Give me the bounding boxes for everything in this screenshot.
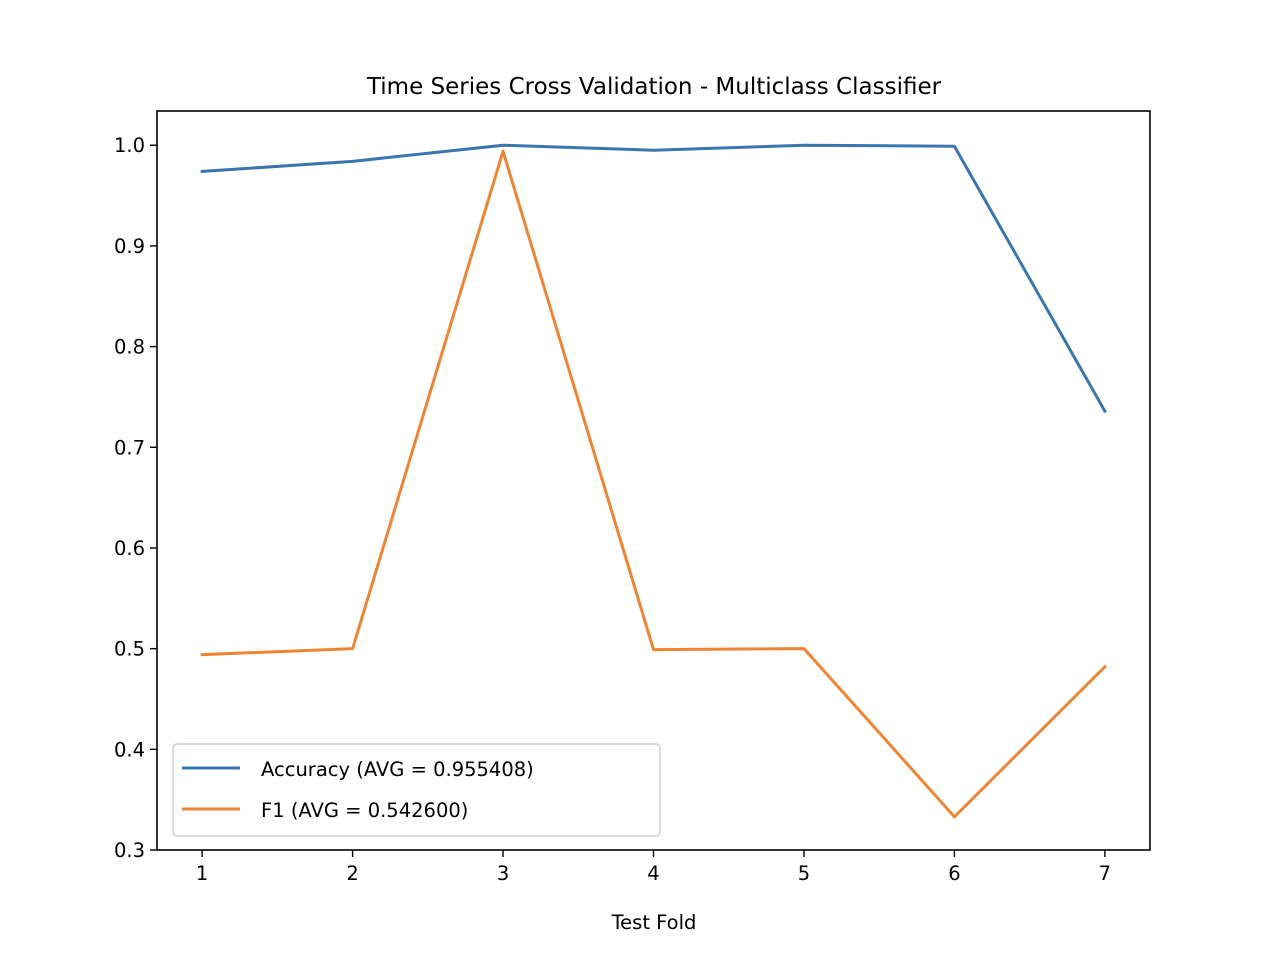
x-tick-label: 7 [1099,862,1111,885]
y-tick-label: 0.5 [114,638,145,661]
x-tick-label: 1 [196,862,208,885]
legend-box [172,743,661,837]
x-tick-label: 4 [647,862,659,885]
series-line-f1 [200,149,1107,819]
y-axis-ticks: 0.3 0.4 0.5 0.6 0.7 0.8 0.9 1.0 [114,134,157,862]
x-axis-ticks: 1 2 3 4 5 6 7 [196,850,1111,885]
legend-label-f1: F1 (AVG = 0.542600) [261,799,468,822]
legend: Accuracy (AVG = 0.955408) F1 (AVG = 0.54… [172,743,661,837]
y-tick-label: 0.3 [114,839,145,862]
y-tick-label: 0.8 [114,336,145,359]
x-tick-label: 3 [497,862,509,885]
x-tick-label: 2 [346,862,358,885]
series-layer [200,143,1107,819]
x-axis-label: Test Fold [611,911,697,934]
y-tick-label: 0.7 [114,436,145,459]
x-tick-label: 5 [798,862,810,885]
y-tick-label: 0.6 [114,537,145,560]
x-tick-label: 6 [948,862,960,885]
y-tick-label: 0.9 [114,235,145,258]
series-line-accuracy [200,143,1107,414]
chart-title: Time Series Cross Validation - Multiclas… [366,74,942,100]
legend-label-accuracy: Accuracy (AVG = 0.955408) [261,758,534,781]
y-tick-label: 1.0 [114,134,145,157]
y-tick-label: 0.4 [114,738,145,761]
